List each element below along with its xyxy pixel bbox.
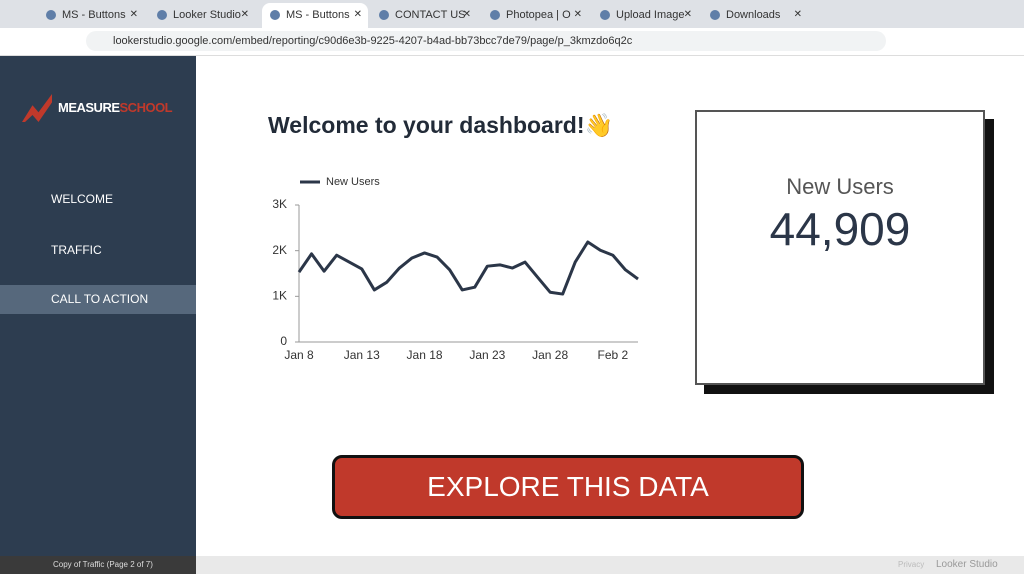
nav-item[interactable]: WELCOME xyxy=(51,192,114,206)
brand[interactable]: Looker Studio xyxy=(936,559,998,570)
x-tick-label: Feb 2 xyxy=(598,348,629,362)
nav-item[interactable]: TRAFFIC xyxy=(51,243,102,257)
tab[interactable]: Upload Image xyxy=(592,3,698,28)
sidebar: MEASURESCHOOL WELCOME TRAFFIC CALL TO AC… xyxy=(0,56,196,556)
x-tick-label: Jan 13 xyxy=(344,348,380,362)
line xyxy=(297,240,639,296)
nav-item[interactable]: CALL TO ACTION xyxy=(0,285,196,314)
y-tick-label: 1K xyxy=(272,289,287,303)
x-tick-label: Jan 28 xyxy=(532,348,568,362)
privacy[interactable]: Privacy xyxy=(898,560,925,569)
url[interactable]: lookerstudio.google.com/embed/reporting/… xyxy=(86,31,886,51)
tab-bar: MS - Buttons Looker Studio MS - Buttons … xyxy=(0,0,1024,28)
tab[interactable]: Photopea | O xyxy=(482,3,588,28)
y-tick-label: 2K xyxy=(272,243,287,257)
tab[interactable]: Downloads xyxy=(702,3,808,28)
logo-icon xyxy=(22,94,52,122)
x-tick-label: Jan 23 xyxy=(469,348,505,362)
legend-label: New Users xyxy=(326,176,380,188)
x-tick-label: Jan 8 xyxy=(284,348,314,362)
logo: MEASURESCHOOL xyxy=(58,100,173,115)
tab[interactable]: MS - Buttons xyxy=(38,3,144,28)
footer-bar: Privacy Looker Studio xyxy=(0,556,1024,574)
scorecard: New Users 44,909 xyxy=(695,110,985,385)
explore-button[interactable]: EXPLORE THIS DATA xyxy=(332,455,804,519)
tab[interactable]: MS - Buttons xyxy=(262,3,368,28)
tab[interactable]: Looker Studio xyxy=(149,3,255,28)
dashboard-title: Welcome to your dashboard!👋 xyxy=(268,112,614,138)
scorecard-value: 44,909 xyxy=(769,203,911,255)
logo-text: MEASURE xyxy=(58,100,120,115)
x-tick-label: Jan 18 xyxy=(407,348,443,362)
page-nav[interactable]: Copy of Traffic (Page 2 of 7) xyxy=(0,556,196,574)
y-tick-label: 0 xyxy=(280,334,287,348)
scorecard-label: New Users xyxy=(786,174,894,199)
y-tick-label: 3K xyxy=(272,197,287,211)
logo-text: SCHOOL xyxy=(119,100,173,115)
tab[interactable]: CONTACT US xyxy=(371,3,477,28)
chart: 0 1K 2K 3K Jan 8 Jan 13 Jan 18 Jan 23 Jan 28 Feb … xyxy=(272,176,639,362)
